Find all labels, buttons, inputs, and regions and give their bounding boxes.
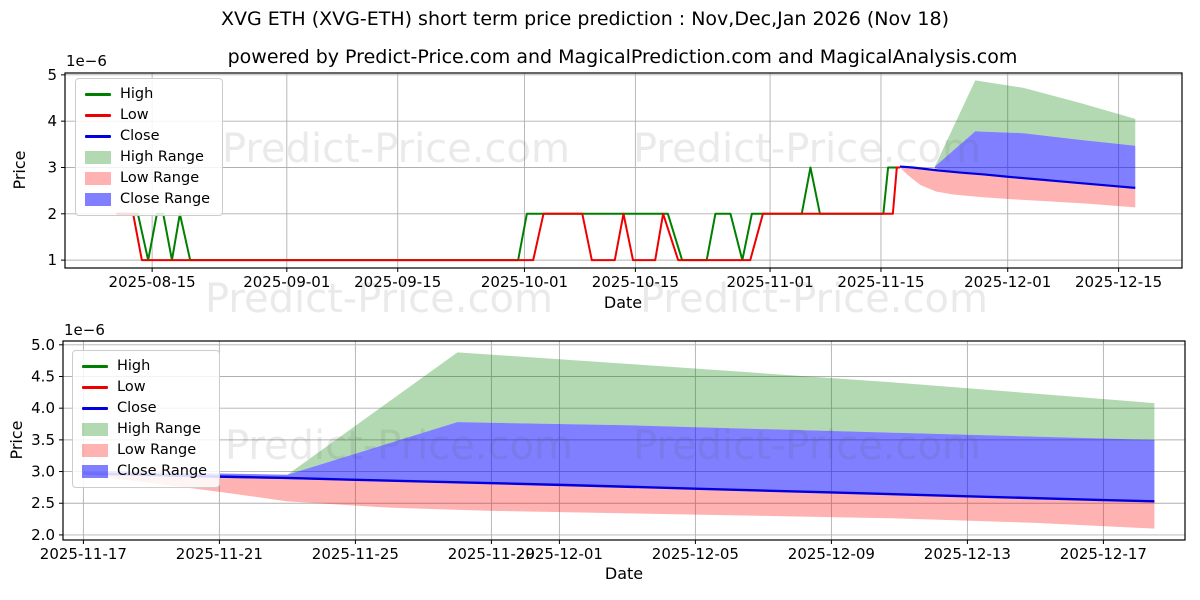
- x-tick-label: 2025-08-15: [109, 273, 196, 291]
- y-tick-label: 5.0: [31, 336, 55, 354]
- legend-patch-swatch: [85, 172, 111, 185]
- legend-patch-swatch: [82, 423, 108, 436]
- chart-history-and-prediction: 2025-08-15 2025-09-01 2025-09-15 2025-10-01…: [10, 52, 1183, 312]
- axes-spines: [64, 72, 1183, 269]
- y-tick-label: 2.5: [31, 494, 55, 512]
- legend-item-label: Close Range: [120, 191, 211, 207]
- legend-line-swatch: [85, 93, 111, 96]
- x-tick-label: 2025-10-01: [481, 273, 568, 291]
- x-tick-label: 2025-12-01: [516, 545, 603, 563]
- y-tick-label: 2.0: [31, 526, 55, 544]
- watermark-text: Predict-Price.com: [633, 423, 981, 469]
- watermark-text: Predict-Price.com: [205, 276, 553, 322]
- legend-line-swatch: [82, 386, 108, 389]
- legend-item-low-range: Low Range: [85, 170, 210, 187]
- series-line-low: [116, 166, 900, 262]
- legend-patch-swatch: [82, 465, 108, 478]
- x-axis-label: Date: [605, 564, 643, 583]
- figure-subtitle: powered by Predict-Price.com and Magical…: [227, 46, 1018, 68]
- legend-item-label: High: [117, 358, 151, 374]
- watermark-text: Predict-Price.com: [633, 126, 981, 172]
- y-tick-label: 1: [47, 251, 57, 269]
- chart-prediction-zoom: 2025-11-17 2025-11-21 2025-11-25 2025-11-29…: [7, 321, 1186, 583]
- series-line-close: [899, 165, 1136, 189]
- x-tick-label: 2025-09-01: [243, 273, 330, 291]
- legend-item-low: Low: [85, 107, 210, 124]
- axes-spines: [62, 340, 1186, 541]
- x-tick-label: 2025-11-25: [312, 545, 399, 563]
- legend-item-label: Low Range: [117, 442, 197, 458]
- legend-item-label: High Range: [117, 421, 201, 437]
- legend-patch-swatch: [85, 151, 111, 164]
- figure-title: XVG ETH (XVG-ETH) short term price predi…: [220, 8, 949, 30]
- legend-item-close: Close: [85, 128, 210, 145]
- y-tick-label: 3.0: [31, 463, 55, 481]
- x-tick-label: 2025-11-01: [726, 273, 813, 291]
- band-high-range: [934, 80, 1136, 167]
- band-high-range: [287, 352, 1155, 475]
- legend-top-chart: High Low Close High Range Low Range Close Ran…: [75, 78, 224, 216]
- watermark-text: Predict-Price.com: [640, 276, 988, 322]
- y-tick-label: 3: [47, 158, 57, 176]
- y-axis-offset-label: 1e−6: [64, 321, 105, 339]
- y-tick-label: 4.5: [31, 367, 55, 385]
- legend-item-label: Close: [120, 128, 160, 144]
- x-tick-label: 2025-09-15: [354, 273, 441, 291]
- x-tick-label: 2025-12-01: [964, 273, 1051, 291]
- legend-bottom-chart: High Low Close High Range Low Range Close Ran…: [72, 350, 221, 488]
- legend-item-close-range: Close Range: [82, 463, 207, 480]
- legend-line-swatch: [85, 135, 111, 138]
- y-axis-label: Price: [10, 150, 29, 189]
- legend-item-high-range: High Range: [82, 421, 207, 438]
- x-tick-label: 2025-12-09: [788, 545, 875, 563]
- legend-item-label: Low: [117, 379, 146, 395]
- legend-item-close-range: Close Range: [85, 191, 210, 208]
- legend-patch-swatch: [82, 444, 108, 457]
- legend-item-high: High: [85, 86, 210, 103]
- x-tick-label: 2025-12-13: [924, 545, 1011, 563]
- x-tick-label: 2025-12-17: [1060, 545, 1147, 563]
- legend-item-low-range: Low Range: [82, 442, 207, 459]
- legend-item-label: High: [120, 86, 154, 102]
- x-tick-label: 2025-11-21: [176, 545, 263, 563]
- x-tick-label: 2025-12-15: [1075, 273, 1162, 291]
- watermark-text: Predict-Price.com: [225, 423, 573, 469]
- legend-item-label: Close: [117, 400, 157, 416]
- y-tick-label: 5: [47, 66, 57, 84]
- legend-item-low: Low: [82, 379, 207, 396]
- watermark-text: Predict-Price.com: [222, 126, 570, 172]
- band-low-range: [899, 166, 1136, 208]
- legend-line-swatch: [85, 114, 111, 117]
- legend-item-close: Close: [82, 400, 207, 417]
- legend-item-label: Low: [120, 107, 149, 123]
- legend-item-high: High: [82, 358, 207, 375]
- x-tick-label: 2025-11-29: [448, 545, 535, 563]
- y-tick-label: 2: [47, 205, 57, 223]
- legend-line-swatch: [82, 365, 108, 368]
- band-close-range: [83, 422, 1155, 502]
- y-axis-offset-label: 1e−6: [66, 52, 107, 70]
- legend-item-label: High Range: [120, 149, 204, 165]
- y-tick-label: 4.0: [31, 399, 55, 417]
- x-tick-label: 2025-12-05: [652, 545, 739, 563]
- legend-item-label: Close Range: [117, 463, 208, 479]
- legend-patch-swatch: [85, 193, 111, 206]
- x-tick-label: 2025-11-17: [40, 545, 127, 563]
- x-tick-label: 2025-11-15: [837, 273, 924, 291]
- legend-item-high-range: High Range: [85, 149, 210, 166]
- legend-line-swatch: [82, 407, 108, 410]
- y-axis-label: Price: [7, 420, 26, 459]
- y-tick-label: 4: [47, 112, 57, 130]
- x-tick-label: 2025-10-15: [592, 273, 679, 291]
- legend-item-label: Low Range: [120, 170, 200, 186]
- y-tick-label: 3.5: [31, 431, 55, 449]
- band-low-range: [83, 474, 1155, 529]
- x-axis-label: Date: [604, 293, 642, 312]
